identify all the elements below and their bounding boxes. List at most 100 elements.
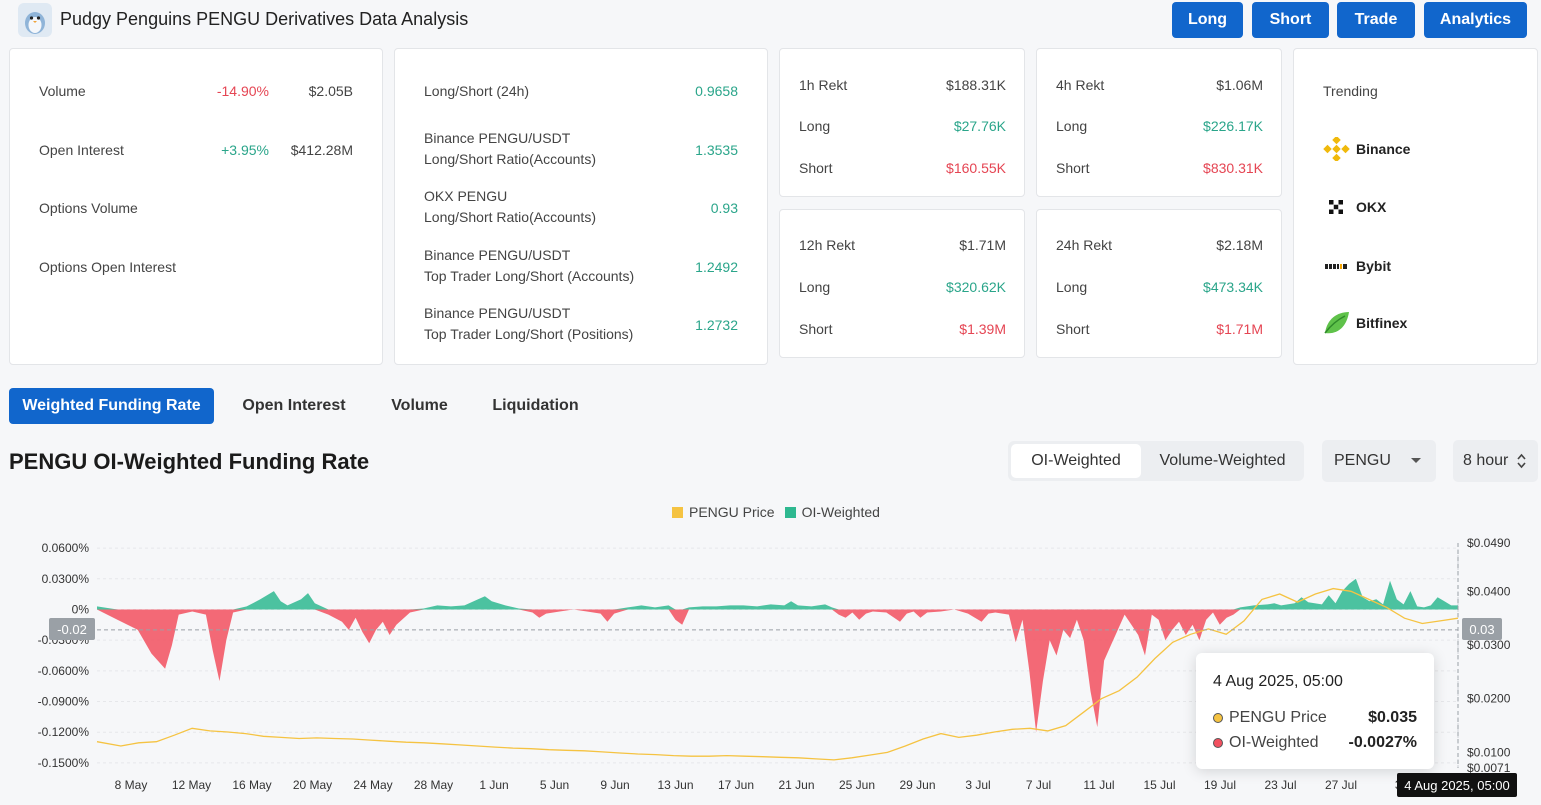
rekt-card-1h: 1h Rekt $188.31K Long $27.76K Short $160… [779, 48, 1025, 197]
tab-open-interest[interactable]: Open Interest [242, 397, 346, 414]
volume-value: $2.05B [308, 83, 353, 99]
y-left-tick: -0.0900% [38, 695, 90, 709]
x-tick: 1 Jun [479, 778, 508, 792]
long-button[interactable]: Long [1172, 2, 1243, 38]
chart-legend: PENGU Price OI-Weighted [672, 504, 880, 520]
y-right-tick: $0.0100 [1467, 745, 1511, 759]
legend-label-price[interactable]: PENGU Price [689, 504, 775, 520]
rekt-long-label: Long [1056, 279, 1088, 295]
x-tick: 12 May [172, 778, 211, 792]
trending-item-label: Bybit [1356, 258, 1391, 274]
chart-tooltip: 4 Aug 2025, 05:00 PENGU Price $0.035 OI-… [1196, 653, 1434, 769]
bybit-icon [1324, 264, 1348, 269]
tooltip-price-value: $0.035 [1368, 709, 1417, 726]
y-left-tick: -0.0600% [38, 664, 90, 678]
x-tick: 20 May [293, 778, 332, 792]
x-tick: 23 Jul [1264, 778, 1296, 792]
tab-liquidation[interactable]: Liquidation [492, 397, 579, 414]
x-tick: 29 Jun [899, 778, 935, 792]
tab-volume[interactable]: Volume [391, 397, 448, 414]
trending-item-okx[interactable]: OKX [1323, 195, 1386, 219]
trending-item-label: OKX [1356, 199, 1387, 215]
rekt-short-label: Short [1056, 321, 1090, 337]
interval-select[interactable]: 8 hour [1453, 440, 1538, 482]
x-tick: 3 Jul [965, 778, 990, 792]
legend-swatch-oi[interactable] [784, 506, 796, 518]
trending-item-bybit[interactable]: Bybit [1323, 254, 1391, 278]
rekt-long-label: Long [799, 279, 831, 295]
rekt-long-value: $320.62K [946, 279, 1006, 295]
tooltip-rate-label: OI-Weighted [1229, 734, 1319, 751]
rekt-short-label: Short [799, 160, 833, 176]
rekt-short-value: $830.31K [1203, 160, 1263, 176]
open-interest-label: Open Interest [39, 142, 124, 158]
symbol-select[interactable]: PENGU [1322, 440, 1436, 482]
tab-weighted-funding-rate[interactable]: Weighted Funding Rate [9, 388, 214, 424]
tooltip-price-row: PENGU Price [1213, 709, 1327, 727]
x-tick: 9 Jun [600, 778, 629, 792]
symbol-select-value: PENGU [1334, 452, 1391, 469]
ratio-value-0: 0.9658 [695, 83, 738, 99]
ratio-value-1: 1.3535 [695, 142, 738, 158]
legend-swatch-price[interactable] [672, 506, 683, 518]
rekt-card-24h: 24h Rekt $2.18M Long $473.34K Short $1.7… [1036, 209, 1282, 358]
rekt-short-value: $1.39M [959, 321, 1006, 337]
rekt-long-label: Long [799, 118, 831, 134]
y-right-tick: $0.0300 [1467, 638, 1511, 652]
ratio-label-4: Binance PENGU/USDT Top Trader Long/Short … [424, 305, 634, 342]
x-tick: 11 Jul [1083, 778, 1114, 792]
long-short-ratio-card: Long/Short (24h) 0.9658 Binance PENGU/US… [394, 48, 768, 365]
tooltip-price-dot [1213, 713, 1223, 723]
y-left-tick: 0.0600% [42, 541, 90, 555]
ratio-value-3: 1.2492 [695, 259, 738, 275]
rekt-total: $1.06M [1216, 77, 1263, 93]
ratio-label-1: Binance PENGU/USDT Long/Short Ratio(Accou… [424, 130, 596, 167]
crosshair-date-label: 4 Aug 2025, 05:00 [1397, 773, 1517, 797]
trending-item-label: Bitfinex [1356, 315, 1408, 331]
y-left-tick: -0.1500% [38, 756, 90, 770]
interval-select-value: 8 hour [1463, 452, 1509, 469]
legend-label-oi[interactable]: OI-Weighted [801, 504, 880, 520]
volume-weighted-option[interactable]: Volume-Weighted [1159, 452, 1286, 469]
x-tick: 25 Jun [839, 778, 875, 792]
trending-item-bitfinex[interactable]: Bitfinex [1323, 311, 1407, 335]
rekt-card-4h: 4h Rekt $1.06M Long $226.17K Short $830.… [1036, 48, 1282, 197]
short-button[interactable]: Short [1252, 2, 1329, 38]
bitfinex-leaf-icon [1324, 312, 1349, 334]
y-left-tick: 0.0300% [42, 572, 90, 586]
x-tick: 5 Jun [540, 778, 569, 792]
rekt-short-value: $160.55K [946, 160, 1006, 176]
rekt-card-12h: 12h Rekt $1.71M Long $320.62K Short $1.3… [779, 209, 1025, 358]
trade-button[interactable]: Trade [1337, 2, 1415, 38]
x-tick: 13 Jun [657, 778, 693, 792]
page-title: Pudgy Penguins PENGU Derivatives Data An… [60, 9, 469, 29]
up-down-chevron-icon [1517, 453, 1526, 469]
ratio-label-3: Binance PENGU/USDT Top Trader Long/Short … [424, 247, 635, 284]
open-interest-value: $412.28M [290, 142, 353, 158]
summary-card: Volume -14.90% $2.05B Open Interest +3.9… [9, 48, 383, 365]
ratio-label-2: OKX PENGU Long/Short Ratio(Accounts) [424, 188, 596, 225]
rekt-short-value: $1.71M [1216, 321, 1263, 337]
oi-weighted-option[interactable]: OI-Weighted [1011, 444, 1141, 478]
options-volume-label: Options Volume [39, 200, 138, 216]
trending-item-label: Binance [1356, 141, 1411, 157]
page-header: Pudgy Penguins PENGU Derivatives Data An… [0, 0, 1541, 42]
analytics-button[interactable]: Analytics [1424, 2, 1527, 38]
x-tick: 16 May [232, 778, 271, 792]
ratio-value-4: 1.2732 [695, 317, 738, 333]
y-left-tick: 0% [72, 602, 90, 616]
rekt-short-label: Short [799, 321, 833, 337]
chart-title: PENGU OI-Weighted Funding Rate [9, 449, 370, 474]
rekt-title: 4h Rekt [1056, 77, 1105, 93]
x-tick: 17 Jun [718, 778, 754, 792]
trending-item-binance[interactable]: Binance [1323, 137, 1410, 161]
binance-icon [1323, 137, 1350, 161]
rekt-title: 12h Rekt [799, 237, 856, 253]
x-tick: 24 May [353, 778, 392, 792]
x-tick: 8 May [115, 778, 148, 792]
rekt-title: 1h Rekt [799, 77, 848, 93]
y-right-tick: $0.0400 [1467, 584, 1511, 598]
y-left-tick: -0.1200% [38, 725, 90, 739]
x-tick: 7 Jul [1026, 778, 1051, 792]
okx-icon [1329, 200, 1343, 214]
